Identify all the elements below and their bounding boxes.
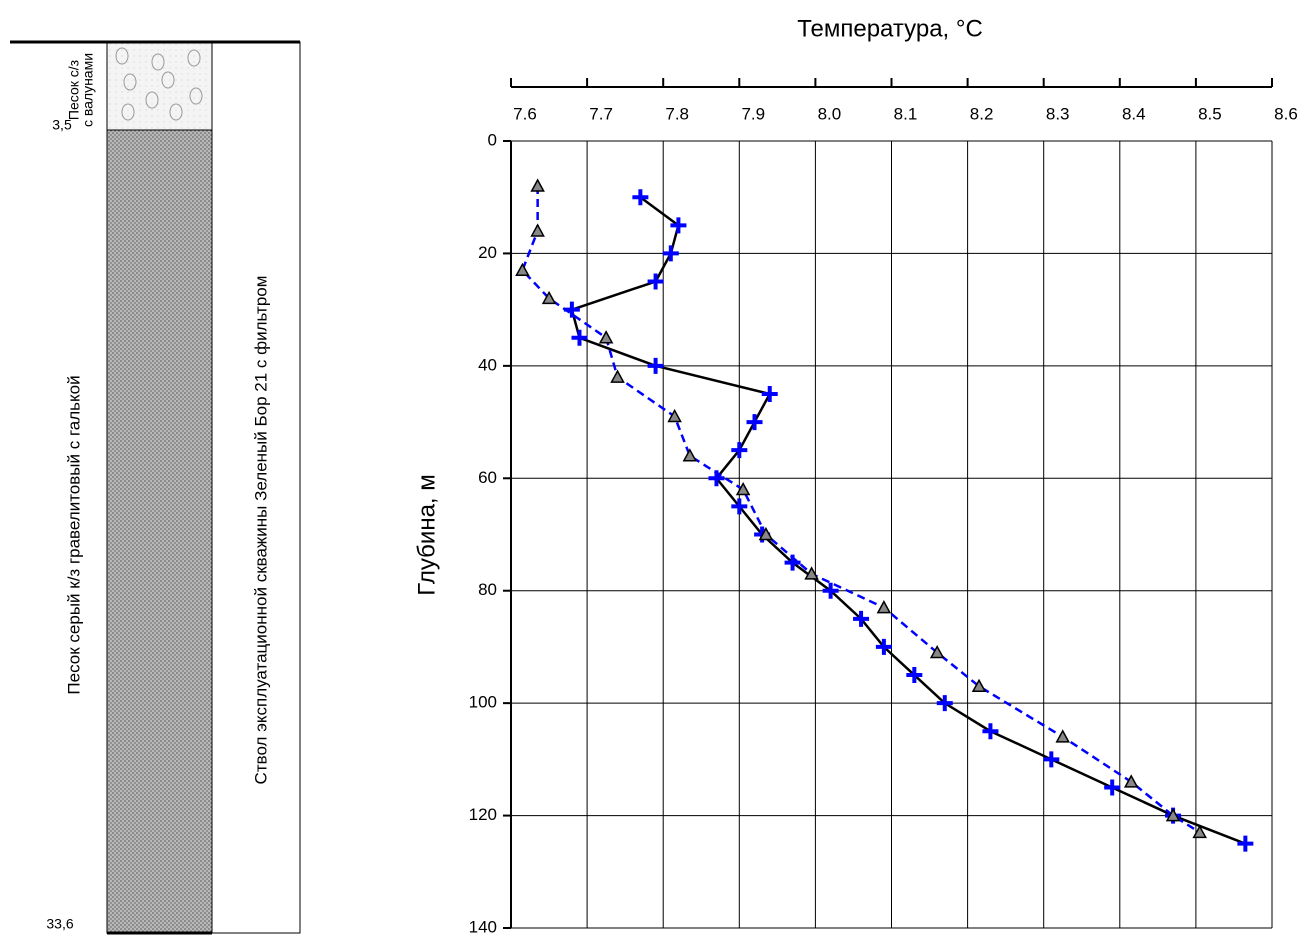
- marker: [906, 667, 923, 684]
- marker: [1104, 779, 1121, 796]
- y-tick-label: 120: [469, 805, 497, 824]
- x-tick-label: 8.1: [894, 104, 918, 123]
- layer-label: Песок с/з: [66, 60, 82, 120]
- layer-label: с валунами: [80, 53, 96, 127]
- x-tick-label: 7.7: [589, 104, 613, 123]
- y-axis-title: Глубина, м: [413, 474, 440, 596]
- marker: [1123, 774, 1139, 788]
- series-line: [520, 185, 1201, 834]
- marker: [667, 408, 682, 423]
- x-tick-label: 7.9: [741, 104, 765, 123]
- marker: [876, 600, 892, 614]
- marker: [822, 582, 839, 599]
- x-tick-label: 8.0: [818, 104, 842, 123]
- well-column: [211, 41, 301, 934]
- marker: [758, 526, 774, 541]
- y-tick-label: 100: [469, 693, 497, 712]
- lithology-column: Песок с/з с валунами 3,5 33,6 Песок серы…: [10, 40, 301, 935]
- depth-label: 33,6: [46, 916, 73, 932]
- marker: [632, 189, 649, 206]
- depth-label: 3,5: [52, 117, 72, 133]
- marker: [875, 638, 892, 655]
- marker: [515, 262, 530, 277]
- marker: [936, 695, 953, 712]
- y-tick-label: 0: [488, 130, 497, 149]
- marker: [670, 217, 687, 234]
- layer-label: Песок серый к/з гравелитовый с галькой: [64, 375, 83, 694]
- marker: [971, 678, 987, 693]
- x-tick-label: 8.4: [1122, 104, 1146, 123]
- marker: [662, 245, 679, 262]
- y-tick-label: 140: [469, 917, 497, 936]
- y-tick-label: 20: [478, 243, 497, 262]
- plot: 7.6 7.7 7.8 7.9 8.0 8.1 8.2 8.3 8.4 8.5 8.6 0 20 40 60…: [469, 78, 1298, 936]
- marker: [1237, 835, 1254, 852]
- marker: [761, 385, 778, 402]
- marker: [1165, 808, 1181, 822]
- x-tick-label: 8.5: [1198, 104, 1222, 123]
- well-label: Ствол эксплуатационной скважины Зеленый …: [251, 276, 270, 785]
- y-tick-label: 80: [478, 580, 497, 599]
- y-tick-label: 60: [478, 468, 497, 487]
- marker: [530, 223, 545, 237]
- marker: [853, 610, 870, 627]
- x-tick-label: 8.2: [970, 104, 994, 123]
- marker: [735, 481, 751, 496]
- marker: [682, 448, 698, 462]
- x-axis-title: Температура, °C: [797, 15, 983, 42]
- marker: [731, 442, 748, 459]
- pebbles: [115, 47, 203, 121]
- marker: [647, 273, 664, 290]
- marker: [804, 566, 819, 580]
- marker: [610, 369, 625, 383]
- x-tick-label: 7.8: [665, 104, 689, 123]
- y-tick-label: 40: [478, 355, 497, 374]
- marker: [1055, 729, 1070, 743]
- marker: [929, 644, 945, 659]
- marker: [731, 498, 748, 515]
- marker: [1043, 751, 1060, 768]
- marker: [746, 414, 763, 431]
- marker: [541, 290, 557, 305]
- gravel-layer: [106, 129, 213, 934]
- marker: [982, 723, 999, 740]
- marker: [571, 329, 588, 346]
- series-line: [570, 196, 1246, 845]
- marker: [647, 357, 664, 374]
- marker: [530, 178, 545, 192]
- marker: [598, 330, 614, 344]
- x-tick-label: 8.6: [1274, 104, 1298, 123]
- marker: [1192, 824, 1207, 839]
- x-tick-label: 7.6: [513, 104, 537, 123]
- x-tick-label: 8.3: [1046, 104, 1070, 123]
